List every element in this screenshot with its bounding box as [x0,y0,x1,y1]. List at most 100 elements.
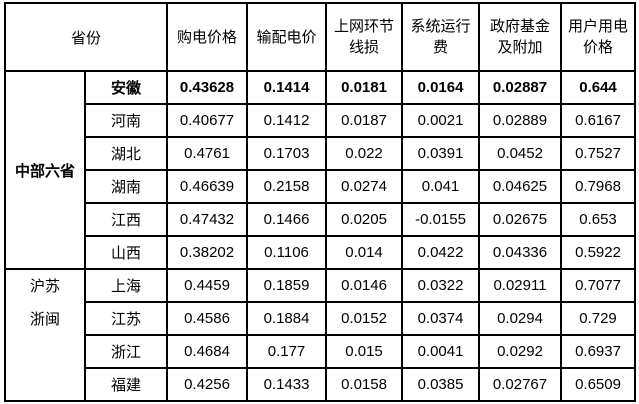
header-row: 省份 购电价格 输配电价 上网环节线损 系统运行费 政府基金及附加 用户用电价格 [3,2,637,72]
col-header-system-operation-fee: 系统运行费 [401,2,481,72]
value-cell: 0.02911 [478,268,563,303]
value-cell: 0.38202 [166,235,249,270]
province-cell: 江苏 [83,301,169,336]
value-cell: 0.1884 [246,301,328,336]
value-cell: 0.4586 [166,301,249,336]
table-row: 中部六省 安徽 0.43628 0.1414 0.0181 0.0164 0.0… [4,70,637,270]
value-cell: 0.0292 [478,334,563,369]
group-header-central-six-provinces: 中部六省 [4,70,86,270]
header-line: 用户用电 [568,18,629,35]
province-cell: 上海 [83,268,169,303]
value-cell: 0.1414 [246,70,328,105]
value-cell: 0.1412 [246,103,328,138]
value-cell: 0.0274 [325,169,404,204]
value-cell: 0.1433 [246,367,328,402]
header-line: 及附加 [497,39,543,56]
value-cell: 0.47432 [166,202,249,237]
value-cell: 0.7968 [560,169,637,204]
value-cell: 0.02675 [478,202,563,237]
value-cell: 0.0187 [325,103,404,138]
value-cell: 0.653 [560,202,637,237]
value-cell: 0.46639 [166,169,249,204]
value-cell: 0.1466 [246,202,328,237]
value-cell: 0.0422 [401,235,481,270]
col-header-transmission-price: 输配电价 [246,2,328,72]
table-row: 江西 0.47432 0.1466 0.0205 -0.0155 0.02675… [5,202,637,237]
value-cell: 0.6937 [560,334,637,369]
value-cell: 0.0164 [401,70,481,105]
value-cell: 0.40677 [166,103,249,138]
value-cell: 0.02889 [478,103,563,138]
value-cell: 0.0322 [401,268,481,303]
value-cell: 0.729 [560,301,637,336]
value-cell: 0.0294 [478,301,563,336]
value-cell: 0.177 [246,334,328,369]
header-line: 系统运行 [410,18,471,35]
header-line: 上网环节 [334,18,395,35]
value-cell: 0.0041 [401,334,481,369]
value-cell: 0.0452 [478,136,563,171]
province-cell: 福建 [83,367,169,402]
value-cell: 0.022 [325,136,404,171]
col-header-user-price: 用户用电 价格 [560,2,637,72]
value-cell: 0.0374 [401,301,481,336]
value-cell: 0.1703 [246,136,328,171]
value-cell: 0.04336 [478,235,563,270]
value-cell: -0.0155 [401,202,481,237]
value-cell: 0.014 [325,235,404,270]
col-header-purchase-price: 购电价格 [166,2,249,72]
header-line: 政府基金 [490,18,551,35]
header-line: 价格 [583,39,614,56]
value-cell: 0.0021 [401,103,481,138]
provincial-electricity-price-table: 省份 购电价格 输配电价 上网环节线损 系统运行费 政府基金及附加 用户用电价格 [3,2,637,402]
value-cell: 0.4761 [166,136,249,171]
header-line: 线损 [349,39,380,56]
value-cell: 0.1106 [246,235,328,270]
table-row: 浙江 0.4684 0.177 0.015 0.0041 0.0292 0.69… [5,334,637,369]
header-line: 购电价格 [177,28,238,46]
table-row: 沪苏 浙闽 上海 0.4459 0.1859 0.0146 0.0322 0.0… [4,268,637,402]
table-row: 山西 0.38202 0.1106 0.014 0.0422 0.04336 0… [5,235,637,270]
value-cell: 0.0385 [401,367,481,402]
group-header-hu-su-zhe-min: 沪苏 浙闽 [4,268,86,402]
table-row: 湖北 0.4761 0.1703 0.022 0.0391 0.0452 0.7… [5,136,637,171]
value-cell: 0.02767 [478,367,563,402]
value-cell: 0.041 [401,169,481,204]
value-cell: 0.4256 [166,367,249,402]
province-cell: 安徽 [83,70,169,105]
value-cell: 0.644 [560,70,637,105]
value-cell: 0.0158 [325,367,404,402]
table-row: 福建 0.4256 0.1433 0.0158 0.0385 0.02767 0… [5,367,637,402]
value-cell: 0.04625 [478,169,563,204]
value-cell: 0.02887 [478,70,563,105]
value-cell: 0.4459 [166,268,249,303]
value-cell: 0.0391 [401,136,481,171]
value-cell: 0.4684 [166,334,249,369]
value-cell: 0.6509 [560,367,637,402]
col-header-provinces: 省份 [3,2,169,72]
value-cell: 0.0146 [325,268,404,303]
province-cell: 江西 [83,202,169,237]
value-cell: 0.2158 [246,169,328,204]
header-line: 输配电价 [256,28,317,46]
table-row: 江苏 0.4586 0.1884 0.0152 0.0374 0.0294 0.… [5,301,637,336]
province-cell: 浙江 [83,334,169,369]
table-row: 湖南 0.46639 0.2158 0.0274 0.041 0.04625 0… [5,169,637,204]
value-cell: 0.7077 [560,268,637,303]
group-label-line: 浙闽 [29,311,60,328]
value-cell: 0.0205 [325,202,404,237]
province-cell: 山西 [83,235,169,270]
value-cell: 0.5922 [560,235,637,270]
value-cell: 0.6167 [560,103,637,138]
province-cell: 湖北 [83,136,169,171]
col-header-govt-fund-surcharge: 政府基金 及附加 [478,2,563,72]
value-cell: 0.1859 [246,268,328,303]
value-cell: 0.015 [325,334,404,369]
group-label-line: 中部六省 [14,162,75,180]
table-row: 河南 0.40677 0.1412 0.0187 0.0021 0.02889 … [5,103,637,138]
province-cell: 河南 [83,103,169,138]
value-cell: 0.7527 [560,136,637,171]
header-line: 费 [433,39,449,56]
value-cell: 0.0152 [325,301,404,336]
province-cell: 湖南 [83,169,169,204]
